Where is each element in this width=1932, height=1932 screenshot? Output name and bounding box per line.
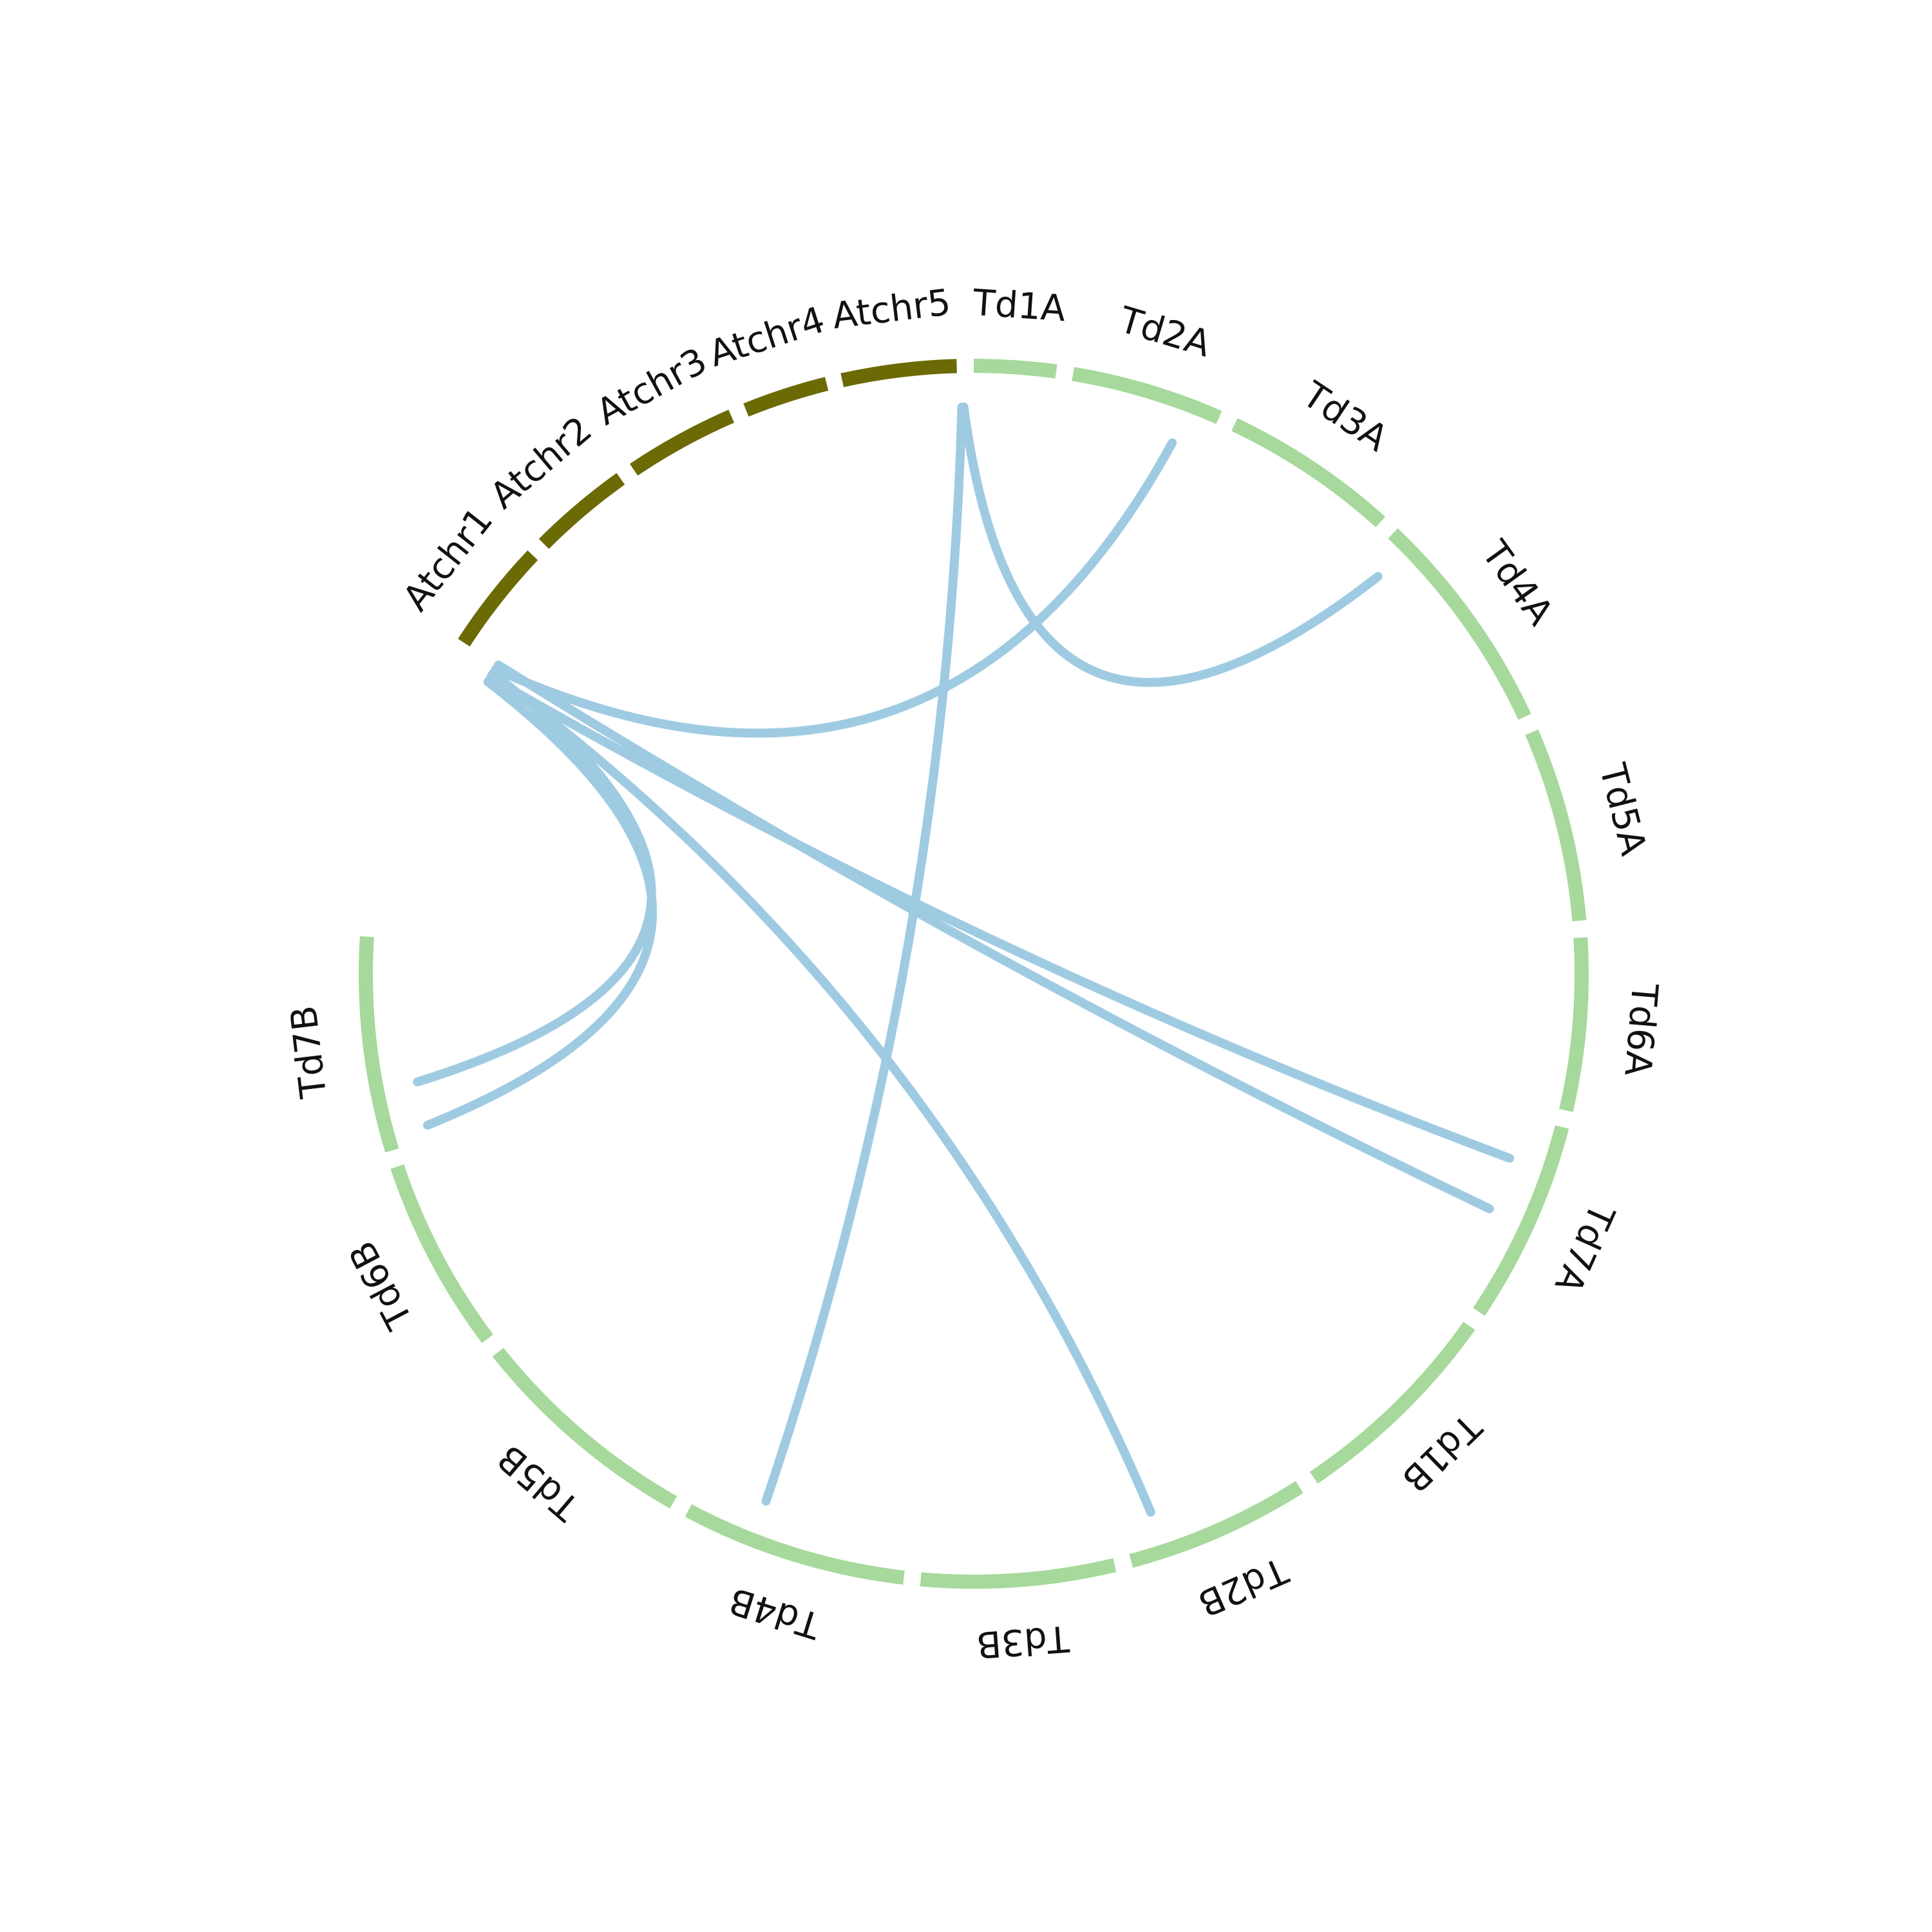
label-td3b: Td3B <box>975 1617 1071 1665</box>
label-td7b: Td7B <box>283 1003 335 1101</box>
link-atchr5-td3a <box>959 402 1383 687</box>
label-atchr4: Atchr4 <box>704 299 829 375</box>
segment-td6b <box>390 1164 493 1343</box>
label-td4b: Td4B <box>724 1579 826 1647</box>
label-td2b: Td2B <box>1192 1549 1294 1625</box>
segment-td4a <box>1388 528 1531 720</box>
segment-td1b <box>1309 1321 1475 1484</box>
label-td7a: Td7A <box>1546 1197 1623 1299</box>
segment-td5a <box>1525 729 1587 922</box>
segment-td4b <box>685 1504 905 1585</box>
link-atchr1-td2b <box>488 670 1155 1517</box>
link-atchr5-td3b <box>761 402 967 1506</box>
segment-td7a <box>1473 1125 1569 1316</box>
label-atchr5: Atchr5 <box>830 281 953 337</box>
segment-td2a <box>1072 366 1222 424</box>
label-td4a: Td4A <box>1473 533 1561 632</box>
label-td2a: Td2A <box>1114 299 1215 366</box>
segment-td6a <box>1559 937 1589 1112</box>
label-td5b: Td5B <box>490 1436 588 1529</box>
segment-td1a <box>973 358 1057 379</box>
link-atchr1-td2a <box>491 438 1177 738</box>
link-atchr1-td7a <box>486 673 1515 1163</box>
segment-td3a <box>1231 418 1386 527</box>
synteny-links <box>413 402 1515 1517</box>
label-td6b: Td6B <box>341 1234 422 1336</box>
segment-atchr1 <box>458 550 538 647</box>
link-atchr1-td6a <box>494 660 1494 1213</box>
label-atchr3: Atchr3 <box>590 340 714 434</box>
segment-atchr4 <box>743 377 829 417</box>
label-td5a: Td5A <box>1591 759 1654 859</box>
label-td6a: Td6A <box>1616 981 1665 1078</box>
segment-atchr5 <box>840 359 957 388</box>
segment-td5b <box>492 1347 677 1509</box>
segment-atchr2 <box>538 473 625 549</box>
segment-td7b <box>359 936 399 1153</box>
segment-atchr3 <box>629 410 734 476</box>
label-td1b: Td1B <box>1394 1405 1490 1501</box>
segment-td2b <box>1129 1481 1303 1568</box>
chromosome-segments <box>359 358 1589 1589</box>
segment-td3b <box>920 1558 1117 1589</box>
label-td1a: Td1A <box>971 282 1067 330</box>
link-atchr1-td6b <box>423 677 658 1130</box>
label-td3a: Td3A <box>1294 374 1395 460</box>
